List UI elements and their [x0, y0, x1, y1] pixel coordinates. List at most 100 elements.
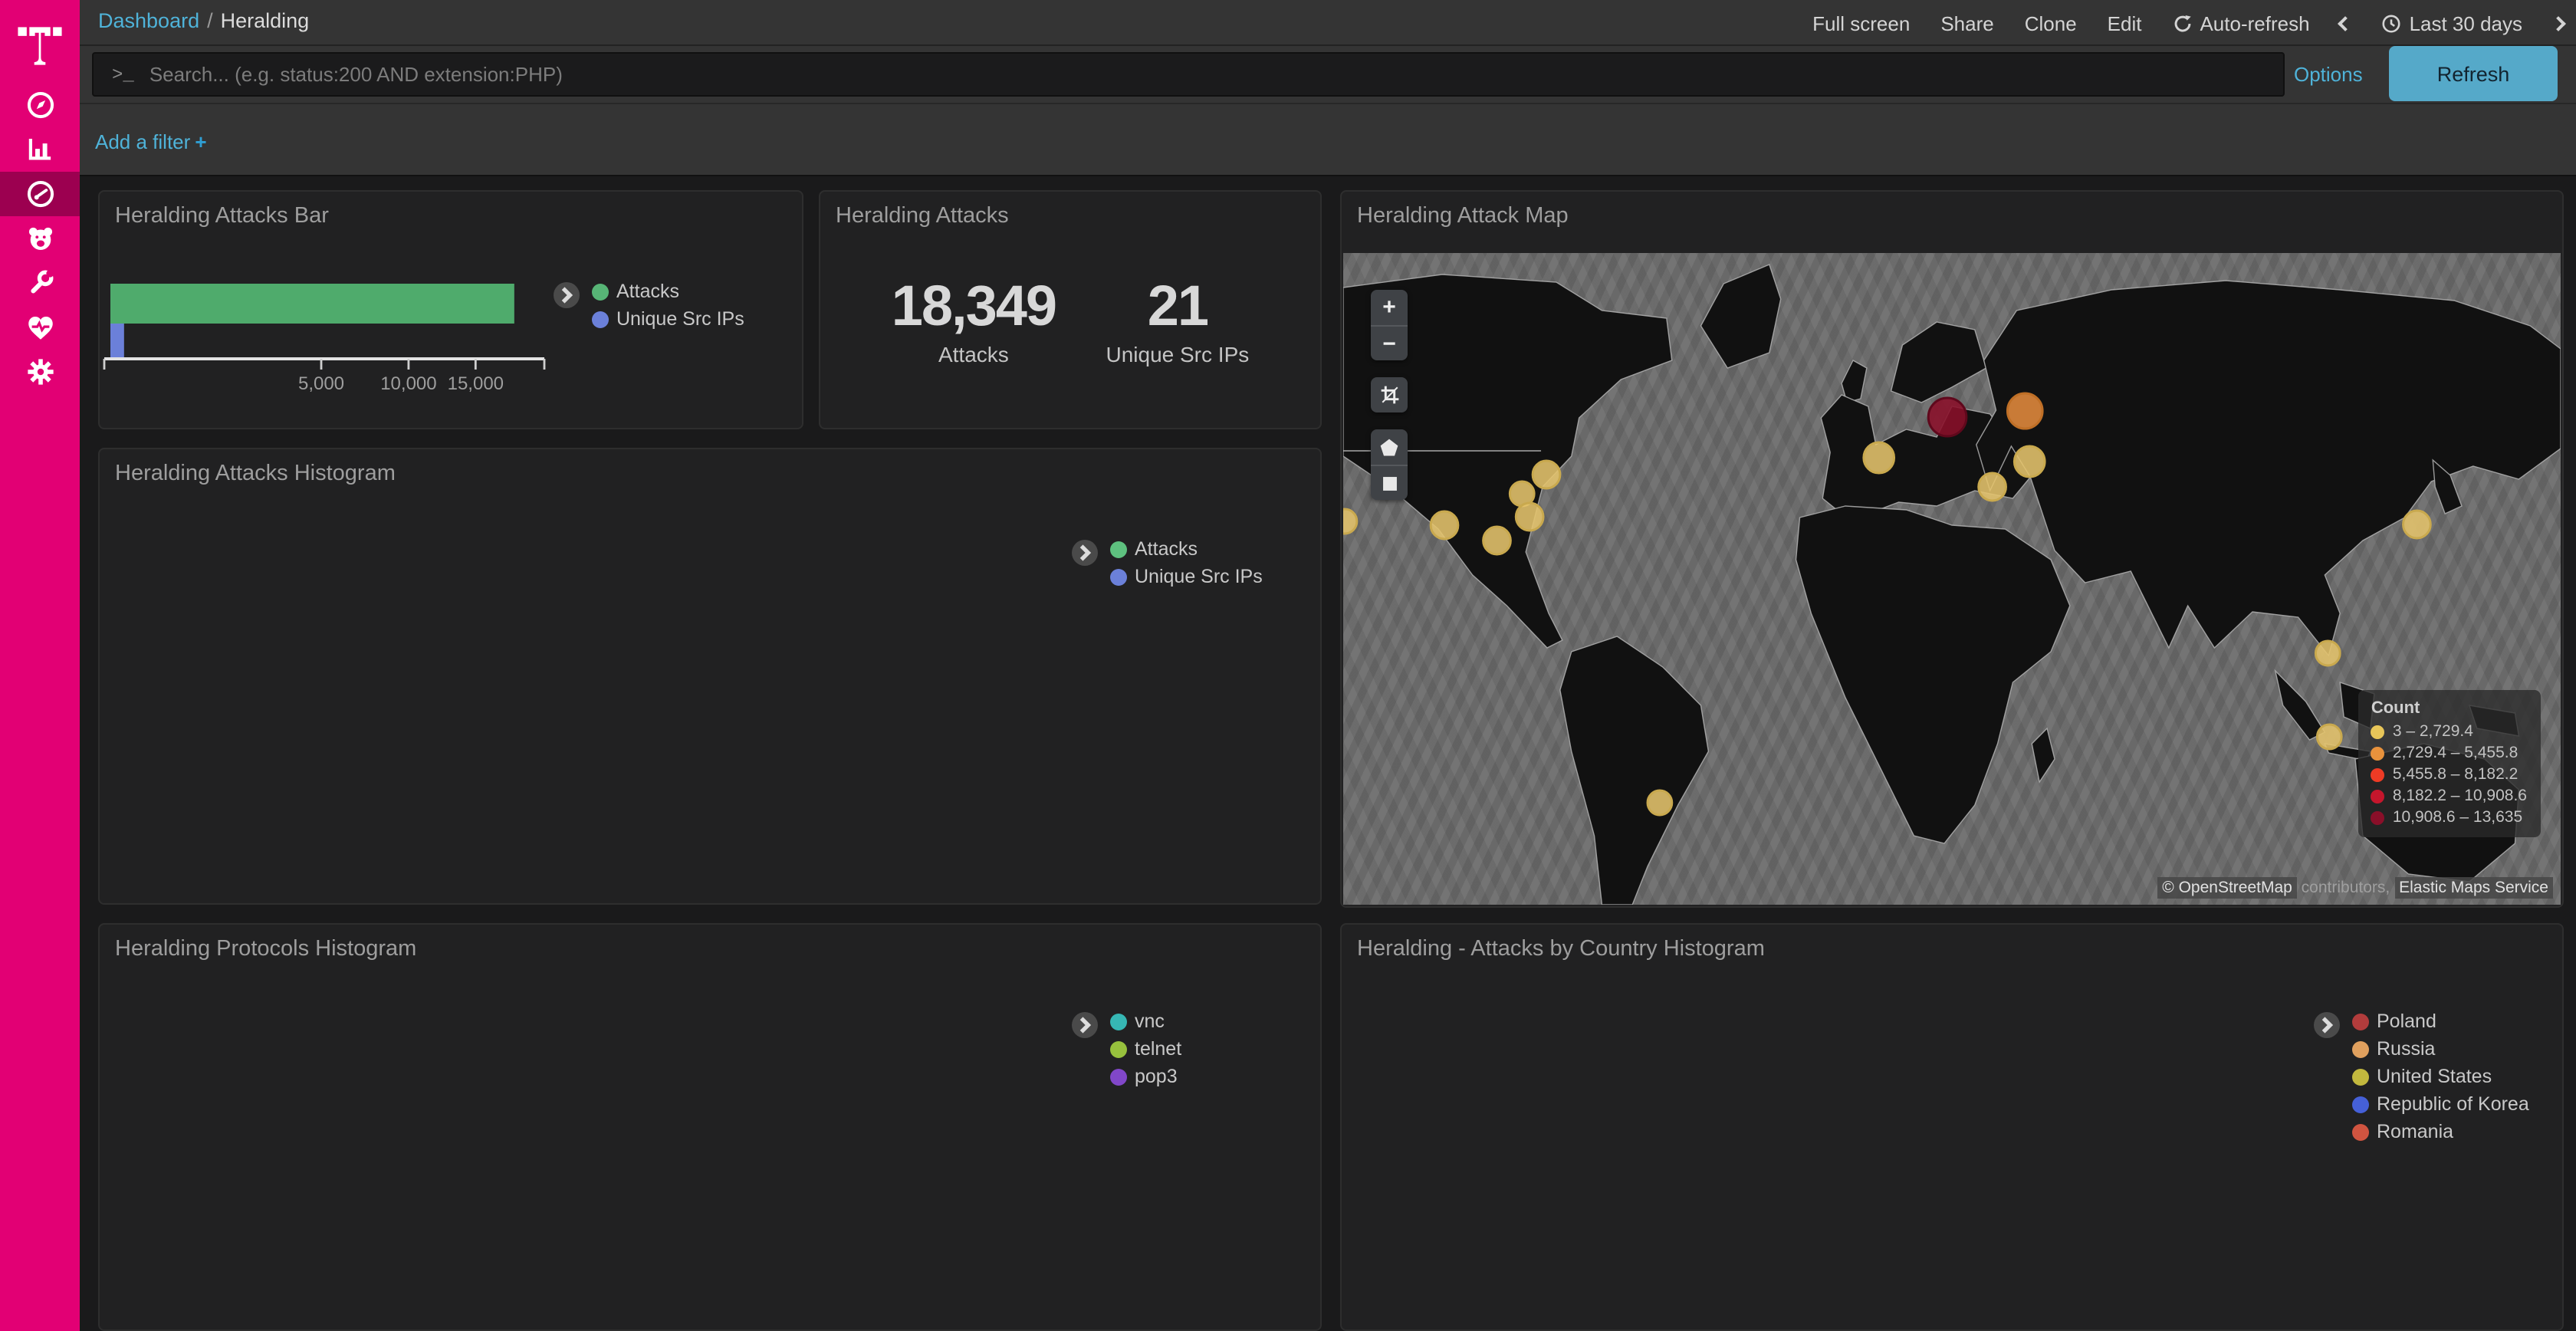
legend-label: pop3 [1135, 1066, 1178, 1087]
legend-item[interactable]: Attacks [1110, 538, 1263, 560]
map-fit-bounds-button[interactable] [1371, 377, 1408, 412]
sidebar [0, 0, 80, 1331]
time-forward-button[interactable] [2553, 18, 2564, 28]
sidebar-item-management[interactable] [0, 350, 80, 394]
breadcrumb-current: Heralding [221, 9, 310, 32]
sidebar-item-monitoring[interactable] [0, 305, 80, 350]
legend-label: Attacks [616, 281, 679, 302]
telekom-t-icon [15, 18, 64, 67]
add-filter-link[interactable]: Add a filter+ [95, 130, 207, 153]
chevron-right-icon [2551, 15, 2566, 31]
protocols-histogram-legend: vnc telnet pop3 [1072, 1011, 1181, 1087]
legend-item[interactable]: Romania [2352, 1121, 2529, 1142]
sidebar-item-dashboard[interactable] [0, 172, 80, 216]
metric-values: 18,349 Attacks 21 Unique Src IPs [820, 274, 1320, 366]
map-zoom-out-button[interactable]: − [1371, 325, 1408, 360]
sidebar-item-visualize[interactable] [0, 127, 80, 172]
legend-toggle-icon[interactable] [1072, 1012, 1098, 1038]
attacks-bar-legend: Attacks Unique Src IPs [554, 281, 744, 330]
map-legend-item: 2,729.4 – 5,455.8 [2371, 744, 2527, 762]
legend-color-dot [2352, 1013, 2369, 1030]
sidebar-item-bear[interactable] [0, 216, 80, 261]
time-back-button[interactable] [2341, 18, 2351, 28]
map-legend-item: 8,182.2 – 10,908.6 [2371, 787, 2527, 805]
wrench-icon [24, 267, 56, 299]
legend-label: vnc [1135, 1011, 1165, 1032]
map-controls: + − [1371, 290, 1408, 517]
world-map[interactable]: + − [1343, 253, 2561, 905]
metric-label: Attacks [892, 342, 1056, 366]
map-legend-title: Count [2371, 699, 2527, 718]
panel-title: Heralding Attack Map [1357, 204, 1569, 228]
map-draw-rectangle-button[interactable] [1371, 465, 1408, 500]
panel-protocols-histogram: Heralding Protocols Histogram 02,0004,00… [98, 923, 1322, 1331]
legend-label: Russia [2377, 1038, 2435, 1060]
legend-label: Romania [2377, 1121, 2453, 1142]
search-input[interactable] [150, 63, 2283, 86]
legend-toggle-icon[interactable] [2314, 1012, 2340, 1038]
sidebar-item-dev-tools[interactable] [0, 261, 80, 305]
legend-item[interactable]: telnet [1110, 1038, 1181, 1060]
refresh-cycle-icon [2172, 13, 2192, 33]
legend-color-dot [592, 283, 609, 300]
map-legend-range: 3 – 2,729.4 [2393, 722, 2473, 741]
legend-color-dot [1110, 568, 1127, 585]
legend-color-dot [1110, 1068, 1127, 1085]
bar-chart-icon [24, 133, 56, 166]
share-button[interactable]: Share [1940, 12, 1993, 35]
sidebar-item-discover[interactable] [0, 83, 80, 127]
time-picker-button[interactable]: Last 30 days [2382, 12, 2522, 35]
topbar-actions: Full screen Share Clone Edit Auto-refres… [1812, 0, 2564, 46]
crop-icon [1379, 385, 1399, 405]
osm-attribution-link[interactable]: © OpenStreetMap [2157, 877, 2297, 899]
filter-bar: Add a filter+ [80, 103, 2576, 176]
map-legend-range: 5,455.8 – 8,182.2 [2393, 765, 2518, 784]
clone-button[interactable]: Clone [2025, 12, 2077, 35]
breadcrumb: Dashboard/Heralding [98, 9, 309, 32]
panel-attack-map: Heralding Attack Map + − [1340, 190, 2564, 908]
legend-label: Unique Src IPs [616, 308, 744, 330]
legend-item[interactable]: pop3 [1110, 1066, 1181, 1087]
legend-item[interactable]: Republic of Korea [2352, 1093, 2529, 1115]
legend-item[interactable]: Poland [2352, 1011, 2529, 1032]
map-count-legend: Count 3 – 2,729.4 2,729.4 – 5,455.8 5,455.… [2359, 690, 2541, 837]
bear-icon [24, 222, 56, 255]
legend-label: telnet [1135, 1038, 1181, 1060]
telekom-logo[interactable] [0, 15, 80, 71]
refresh-button[interactable]: Refresh [2389, 46, 2558, 101]
map-legend-item: 10,908.6 – 13,635 [2371, 808, 2527, 827]
legend-color-dot [2352, 1123, 2369, 1140]
ems-attribution-link[interactable]: Elastic Maps Service [2394, 877, 2553, 899]
edit-button[interactable]: Edit [2108, 12, 2142, 35]
map-legend-color-dot [2371, 746, 2385, 760]
legend-item[interactable]: vnc [1110, 1011, 1181, 1032]
compass-icon [24, 89, 56, 121]
map-legend-color-dot [2371, 810, 2385, 824]
breadcrumb-dashboard-link[interactable]: Dashboard [98, 9, 199, 32]
rectangle-icon [1379, 473, 1399, 493]
legend-toggle-icon[interactable] [1072, 540, 1098, 566]
map-draw-polygon-button[interactable] [1371, 429, 1408, 465]
legend-item[interactable]: Unique Src IPs [592, 308, 744, 330]
auto-refresh-button[interactable]: Auto-refresh [2172, 12, 2309, 35]
full-screen-button[interactable]: Full screen [1812, 12, 1910, 35]
kibana-dashboard-page: Dashboard/Heralding Full screen Share Cl… [0, 0, 2576, 1331]
options-link[interactable]: Options [2294, 46, 2363, 103]
panel-attacks-metric: Heralding Attacks 18,349 Attacks 21 Uniq… [819, 190, 1322, 429]
legend-toggle-icon[interactable] [554, 282, 580, 308]
map-legend-range: 2,729.4 – 5,455.8 [2393, 744, 2518, 762]
polygon-icon [1378, 436, 1400, 458]
map-zoom-in-button[interactable]: + [1371, 290, 1408, 325]
legend-item[interactable]: Attacks [592, 281, 744, 302]
legend-item[interactable]: United States [2352, 1066, 2529, 1087]
map-legend-color-dot [2371, 789, 2385, 803]
country-histogram-legend: Poland Russia United States Republic of Kor… [2314, 1011, 2529, 1142]
panel-title: Heralding - Attacks by Country Histogram [1357, 937, 1765, 961]
panel-title: Heralding Attacks [836, 204, 1009, 228]
legend-label: Attacks [1135, 538, 1198, 560]
breadcrumb-separator: / [199, 9, 221, 32]
legend-item[interactable]: Russia [2352, 1038, 2529, 1060]
search-box: >_ [92, 52, 2285, 97]
legend-item[interactable]: Unique Src IPs [1110, 566, 1263, 587]
top-navigation-bar: Dashboard/Heralding Full screen Share Cl… [80, 0, 2576, 46]
